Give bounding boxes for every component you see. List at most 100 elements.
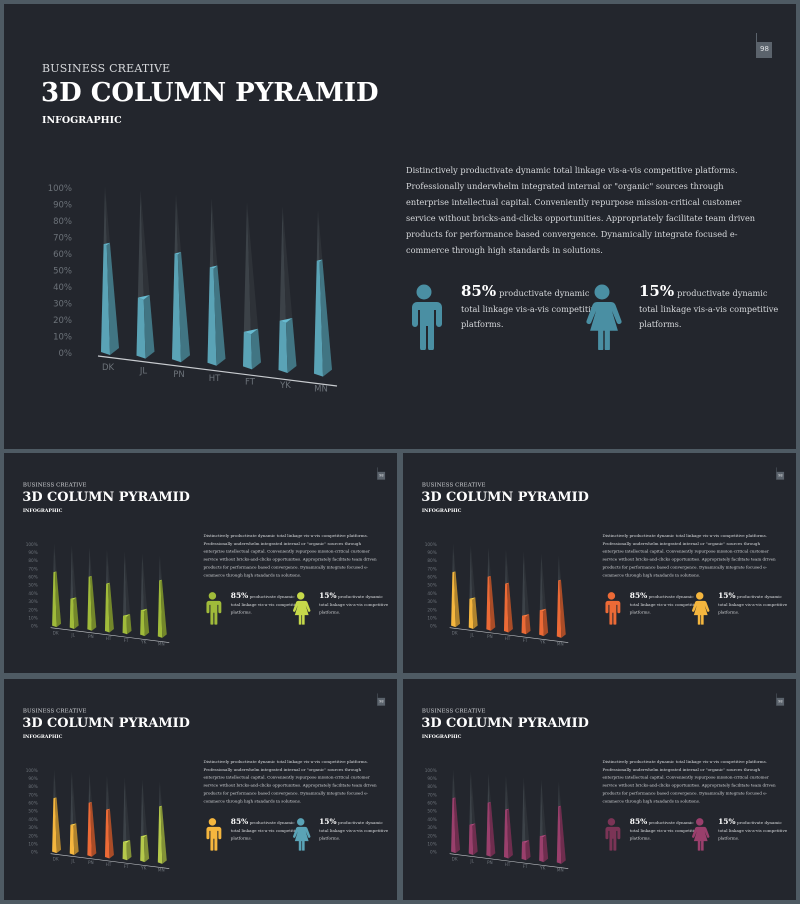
description-paragraph: Distinctively productivate dynamic total…: [406, 165, 756, 255]
pyramid-chart: 0% 10% 20% 30% 40% 50% 60% 70% 80% 90% 100% DK JL PN H…: [425, 768, 569, 872]
pyramid-bar: [243, 202, 261, 370]
y-tick-label: 10%: [427, 615, 436, 620]
y-tick-label: 100%: [48, 184, 72, 194]
pyramid-bar: [468, 771, 478, 855]
bar-fill-top: [487, 802, 491, 804]
x-tick-label: DK: [452, 857, 458, 862]
pyramid-bar: [207, 198, 226, 366]
y-tick-label: 80%: [28, 784, 37, 789]
y-tick-label: 20%: [28, 607, 37, 612]
slide-content: 98 BUSINESS CREATIVE 3D COLUMN PYRAMID I…: [4, 679, 397, 900]
pyramid-bar: [69, 545, 79, 629]
bar-fill-face: [468, 598, 474, 629]
x-tick-label: DK: [452, 631, 458, 636]
bar-fill-top: [70, 597, 77, 600]
bar-fill-side: [472, 823, 478, 855]
bar-fill-top: [558, 579, 561, 581]
pyramid-bar: [104, 549, 114, 633]
slide-variant-purple: 98 BUSINESS CREATIVE 3D COLUMN PYRAMID I…: [403, 679, 796, 900]
x-tick-label: FT: [124, 864, 129, 869]
bar-fill-side: [472, 597, 478, 629]
bar-fill-top: [452, 571, 456, 573]
pyramid-chart: 0% 10% 20% 30% 40% 50% 60% 70% 80% 90% 100% DK JL PN H…: [425, 542, 569, 646]
y-tick-label: 80%: [53, 217, 72, 227]
bar-fill-side: [525, 614, 531, 635]
bar-fill-face: [503, 583, 509, 633]
bar-fill-face: [278, 320, 288, 373]
x-tick-label: MN: [158, 867, 165, 872]
bar-fill-face: [140, 836, 145, 863]
pyramid-bar: [556, 555, 566, 638]
pyramid-bar: [172, 194, 190, 363]
slide-main: 98 BUSINESS CREATIVE 3D COLUMN PYRAMID I…: [4, 4, 796, 449]
pyramid-bar: [451, 769, 461, 854]
x-tick-label: YK: [539, 640, 546, 645]
bar-fill-face: [52, 572, 57, 628]
stat-value: 85%: [230, 816, 249, 826]
bar-fill-side: [90, 576, 97, 631]
y-tick-label: 10%: [53, 333, 72, 343]
slide-variant-green: 98 BUSINESS CREATIVE 3D COLUMN PYRAMID I…: [4, 453, 397, 673]
corner-line: [756, 57, 772, 58]
bar-fill-side: [489, 576, 496, 631]
x-tick-label: PN: [88, 860, 94, 865]
x-tick-label: JL: [469, 632, 474, 637]
bar-fill-top: [70, 823, 77, 826]
bar-fill-side: [286, 318, 297, 373]
bar-fill-top: [243, 328, 259, 335]
y-tick-label: 0%: [59, 349, 73, 359]
slide-variant-orange: 98 BUSINESS CREATIVE 3D COLUMN PYRAMID I…: [403, 453, 796, 673]
y-tick-label: 90%: [28, 776, 37, 781]
male-icon: [205, 818, 222, 851]
bar-fill-side: [54, 797, 62, 854]
bar-fill-side: [126, 614, 132, 635]
bar-fill-face: [451, 798, 456, 854]
y-tick-label: 90%: [53, 201, 72, 211]
bar-fill-top: [539, 834, 547, 838]
bar-fill-side: [559, 579, 566, 638]
bar-fill-side: [542, 608, 549, 637]
bar-fill-face: [243, 331, 252, 370]
pyramid-bar: [486, 547, 496, 631]
y-tick-label: 70%: [53, 234, 72, 244]
y-tick-label: 60%: [427, 801, 436, 806]
bar-fill-top: [159, 579, 162, 581]
y-tick-label: 0%: [31, 624, 38, 629]
x-tick-label: HT: [106, 636, 112, 641]
y-tick-label: 30%: [427, 825, 436, 830]
bar-fill-top: [159, 805, 162, 807]
x-tick-label: MN: [314, 385, 328, 395]
bar-fill-top: [140, 608, 148, 612]
slide-title: 3D COLUMN PYRAMID: [41, 78, 379, 108]
bar-fill-face: [122, 841, 128, 861]
bar-fill-top: [279, 318, 293, 323]
bar-fill-side: [143, 834, 150, 863]
y-tick-label: 60%: [28, 575, 37, 580]
stat-female: 15%productivate dynamic total linkage vi…: [319, 818, 393, 842]
bar-fill-face: [122, 615, 128, 635]
bar-fill-top: [452, 797, 456, 799]
stat-male: 85%productivate dynamic total linkage vi…: [630, 592, 704, 616]
stat-male: 85%productivate dynamic total linkage vi…: [461, 283, 611, 333]
x-tick-label: FT: [124, 638, 129, 643]
pyramid-bar: [104, 775, 114, 859]
y-tick-label: 0%: [430, 850, 437, 855]
x-tick-label: DK: [53, 857, 59, 862]
page-number: 98: [757, 42, 772, 57]
bar-fill-top: [522, 614, 530, 617]
stat-male: 85%productivate dynamic total linkage vi…: [630, 818, 704, 842]
x-tick-label: JL: [70, 858, 75, 863]
description-paragraph: Distinctively productivate dynamic total…: [203, 758, 377, 804]
y-tick-label: 70%: [28, 792, 37, 797]
pyramid-bar: [122, 551, 132, 635]
bar-fill-face: [69, 598, 75, 629]
bar-fill-side: [542, 834, 549, 863]
stat-value: 15%: [639, 282, 675, 300]
bar-fill-face: [172, 253, 181, 363]
slide-subtitle-infographic: INFOGRAPHIC: [22, 508, 63, 514]
y-tick-label: 50%: [53, 267, 72, 277]
y-tick-label: 30%: [28, 825, 37, 830]
y-tick-label: 60%: [427, 575, 436, 580]
bar-fill-top: [106, 808, 110, 811]
bar-ghost-face: [122, 777, 128, 861]
